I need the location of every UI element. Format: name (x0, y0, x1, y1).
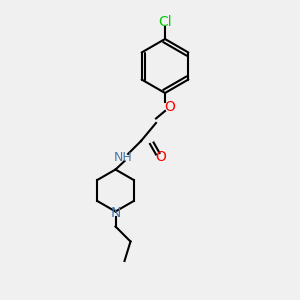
Text: Cl: Cl (158, 16, 172, 29)
Text: NH: NH (114, 151, 132, 164)
Text: N: N (110, 206, 121, 220)
Text: O: O (155, 150, 166, 164)
Text: O: O (164, 100, 175, 113)
